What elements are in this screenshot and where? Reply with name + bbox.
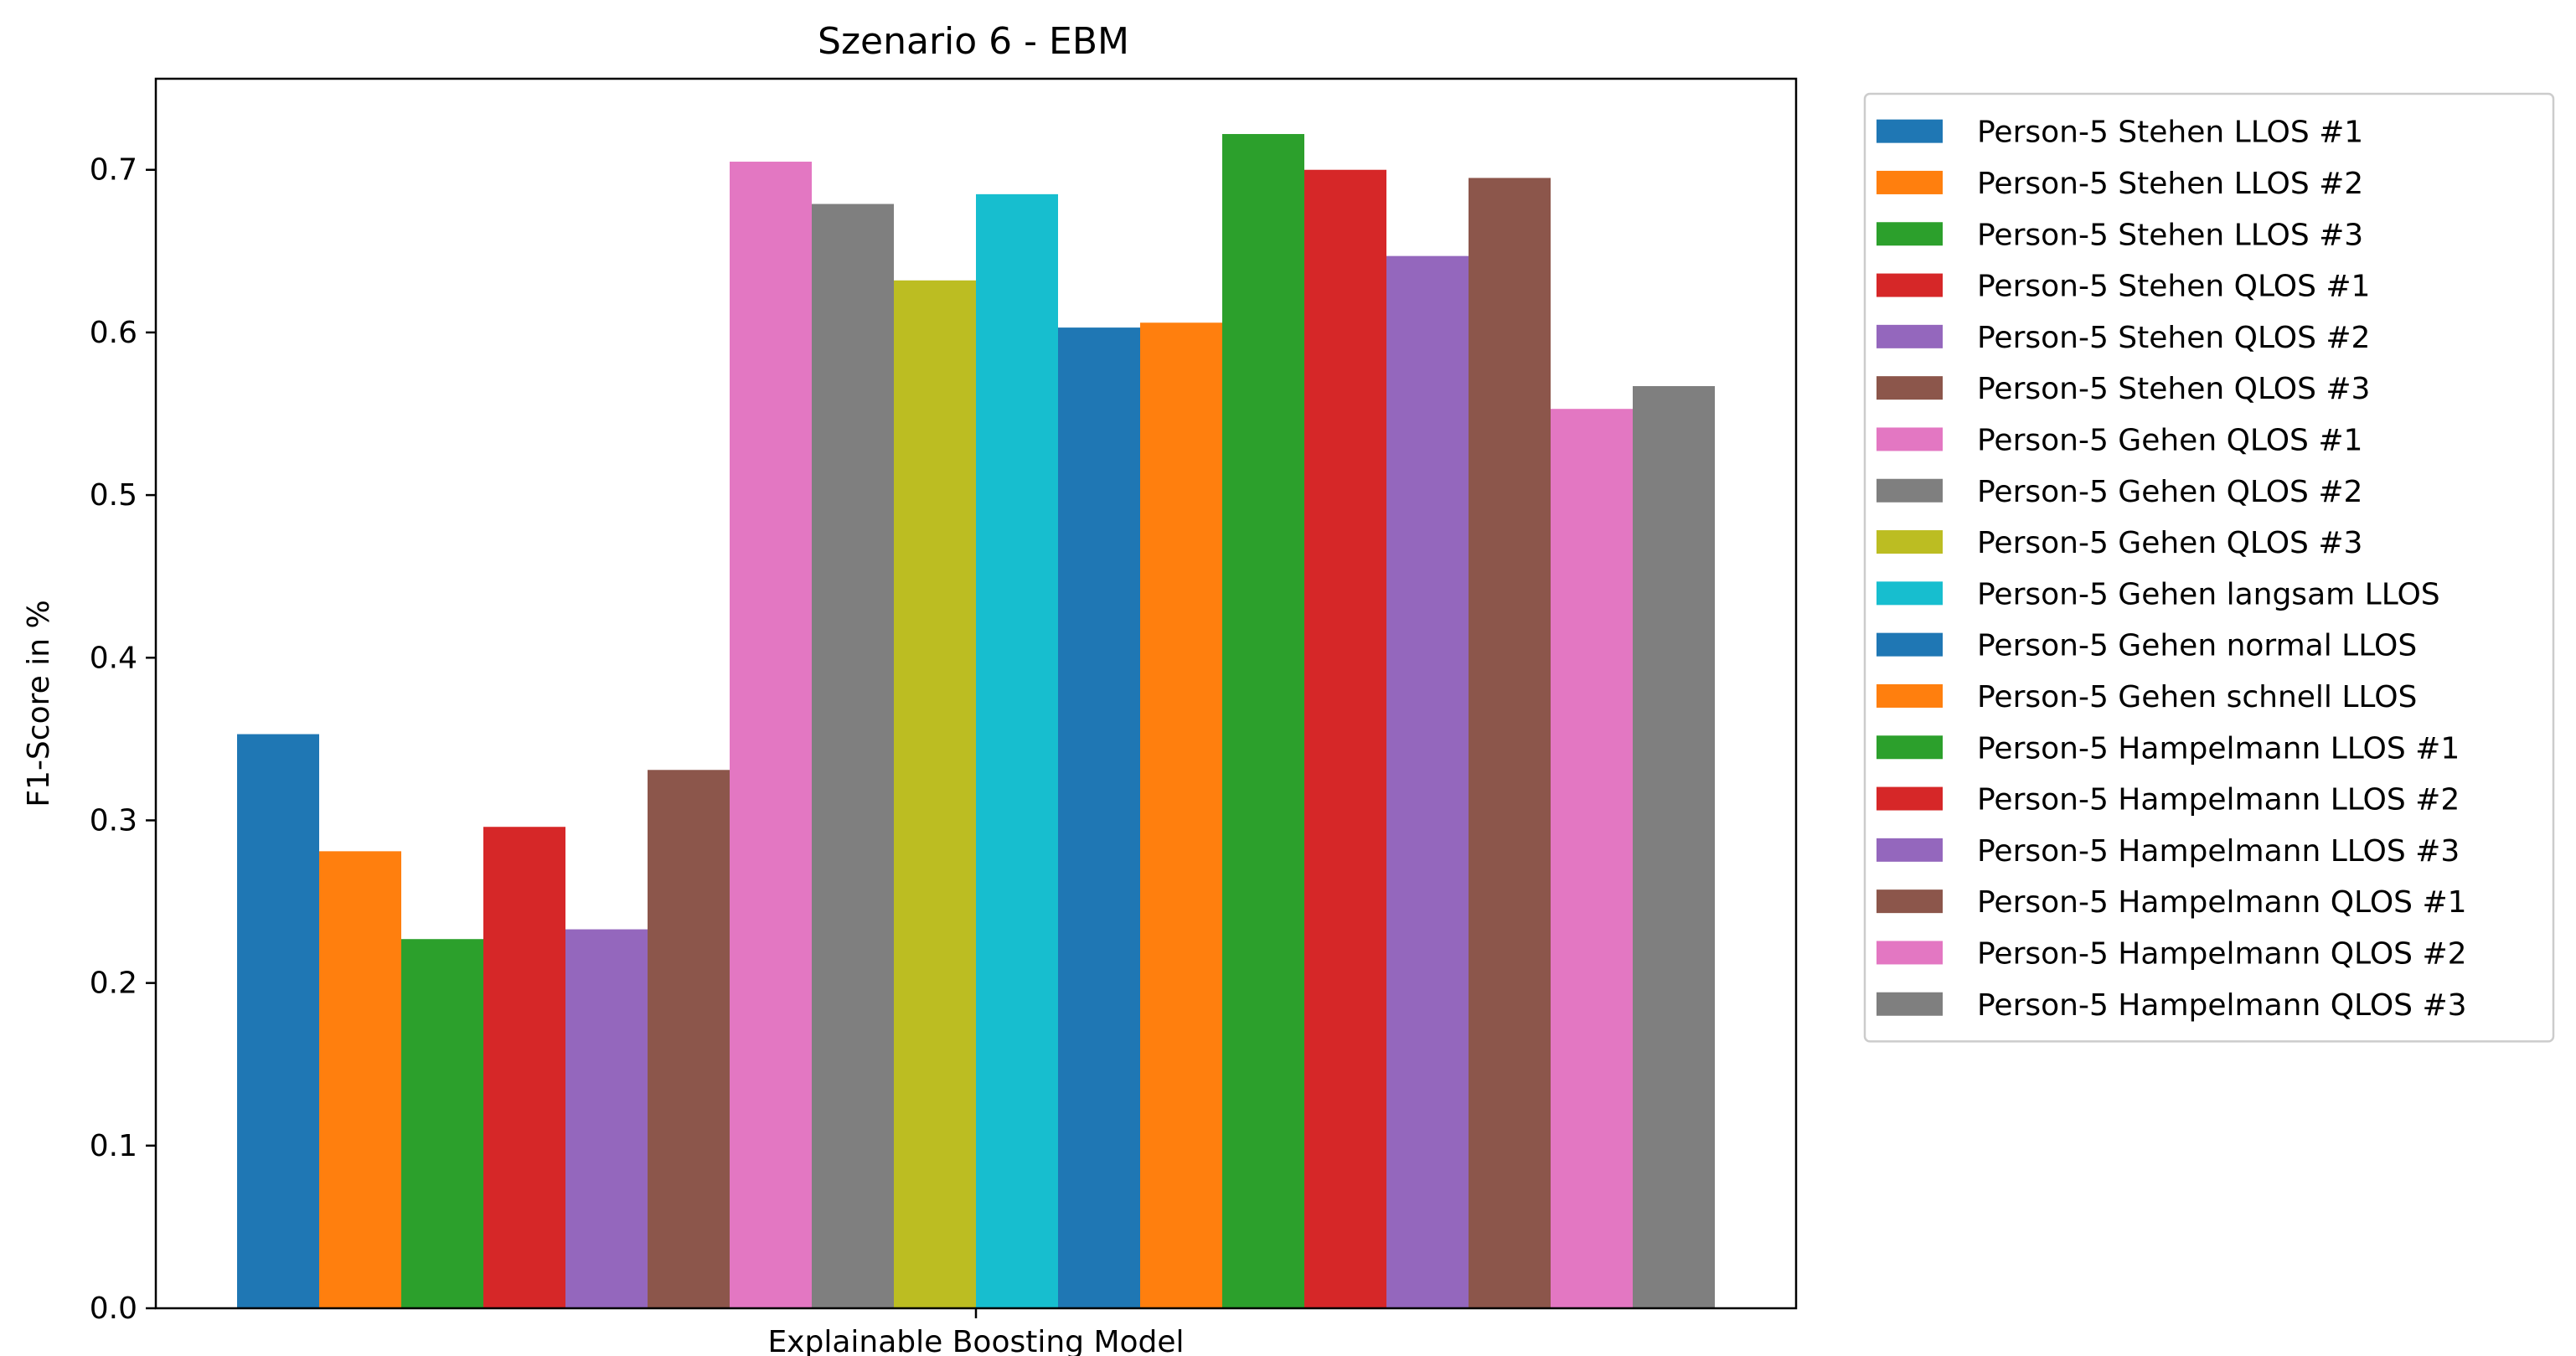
legend-swatch <box>1877 735 1943 760</box>
bars-group <box>237 134 1715 1309</box>
legend-swatch <box>1877 581 1943 606</box>
legend-entry: Person-5 Hampelmann QLOS #3 <box>1977 988 2467 1023</box>
bar-10 <box>976 193 1058 1309</box>
legend-entry: Person-5 Gehen langsam LLOS <box>1977 577 2440 611</box>
legend-swatch <box>1877 632 1943 657</box>
legend-swatch <box>1877 530 1943 554</box>
x-tick-label: Explainable Boosting Model <box>767 1325 1184 1356</box>
legend-swatch <box>1877 222 1943 246</box>
legend-swatch <box>1877 376 1943 400</box>
bar-16 <box>1469 178 1551 1309</box>
bar-8 <box>812 204 894 1308</box>
y-tick-label: 0.7 <box>90 153 137 188</box>
y-tick-label: 0.6 <box>90 316 137 350</box>
legend-entry: Person-5 Stehen LLOS #1 <box>1977 116 2363 150</box>
y-tick-label: 0.3 <box>90 803 137 838</box>
bar-11 <box>1058 327 1140 1309</box>
legend-swatch <box>1877 683 1943 708</box>
legend-swatch <box>1877 889 1943 914</box>
legend-entry: Person-5 Stehen QLOS #3 <box>1977 372 2370 406</box>
legend-swatch <box>1877 478 1943 503</box>
legend-entry: Person-5 Hampelmann LLOS #2 <box>1977 783 2460 817</box>
bar-4 <box>483 827 565 1308</box>
y-tick-label: 0.2 <box>90 967 137 1001</box>
legend-entry: Person-5 Stehen QLOS #2 <box>1977 321 2370 355</box>
bar-7 <box>730 162 812 1309</box>
legend-swatch <box>1877 119 1943 143</box>
bar-18 <box>1633 386 1715 1308</box>
legend-entry: Person-5 Gehen normal LLOS <box>1977 629 2417 663</box>
legend-swatch <box>1877 838 1943 862</box>
x-axis-ticks: Explainable Boosting Model <box>767 1308 1185 1356</box>
legend-entry: Person-5 Gehen QLOS #1 <box>1977 423 2362 457</box>
bar-14 <box>1304 169 1386 1309</box>
legend-entry: Person-5 Hampelmann LLOS #1 <box>1977 731 2460 766</box>
legend: Person-5 Stehen LLOS #1 Person-5 Stehen L… <box>1863 92 2555 1043</box>
legend-swatch <box>1877 786 1943 811</box>
bar-2 <box>319 851 401 1308</box>
legend-swatch <box>1877 992 1943 1016</box>
y-tick-label: 0.5 <box>90 478 137 513</box>
plot-area-frame <box>154 77 1798 1310</box>
bar-9 <box>894 280 976 1308</box>
chart-title: Szenario 6 - EBM <box>818 20 1129 63</box>
legend-entry: Person-5 Gehen QLOS #2 <box>1977 475 2362 509</box>
legend-swatch <box>1877 324 1943 348</box>
bar-3 <box>401 939 483 1308</box>
bar-6 <box>648 770 730 1308</box>
bar-15 <box>1386 255 1469 1308</box>
bar-5 <box>565 929 648 1308</box>
legend-entry: Person-5 Gehen QLOS #3 <box>1977 526 2362 560</box>
legend-entry: Person-5 Gehen schnell LLOS <box>1977 680 2417 714</box>
legend-entry: Person-5 Hampelmann LLOS #3 <box>1977 834 2460 869</box>
legend-frame <box>1863 92 2555 1043</box>
legend-entry: Person-5 Stehen QLOS #1 <box>1977 270 2370 304</box>
bar-12 <box>1140 322 1222 1309</box>
legend-swatch <box>1877 170 1943 194</box>
y-tick-label: 0.1 <box>90 1129 137 1163</box>
legend-entry: Person-5 Hampelmann QLOS #1 <box>1977 885 2467 920</box>
bar-1 <box>237 734 319 1308</box>
legend-swatch <box>1877 427 1943 451</box>
bar-13 <box>1222 134 1304 1309</box>
legend-swatch <box>1877 941 1943 965</box>
y-axis-ticks: 0.0 0.1 0.2 0.3 0.4 0.5 0.6 0.7 <box>90 153 156 1326</box>
bar-17 <box>1551 409 1633 1308</box>
legend-entry: Person-5 Stehen LLOS #2 <box>1977 167 2363 201</box>
legend-swatch <box>1877 273 1943 297</box>
y-axis-label: F1-Score in % <box>22 600 56 807</box>
y-tick-label: 0.0 <box>90 1292 137 1326</box>
legend-entry: Person-5 Hampelmann QLOS #2 <box>1977 936 2467 971</box>
y-tick-label: 0.4 <box>90 641 137 675</box>
legend-entry: Person-5 Stehen LLOS #3 <box>1977 218 2363 252</box>
